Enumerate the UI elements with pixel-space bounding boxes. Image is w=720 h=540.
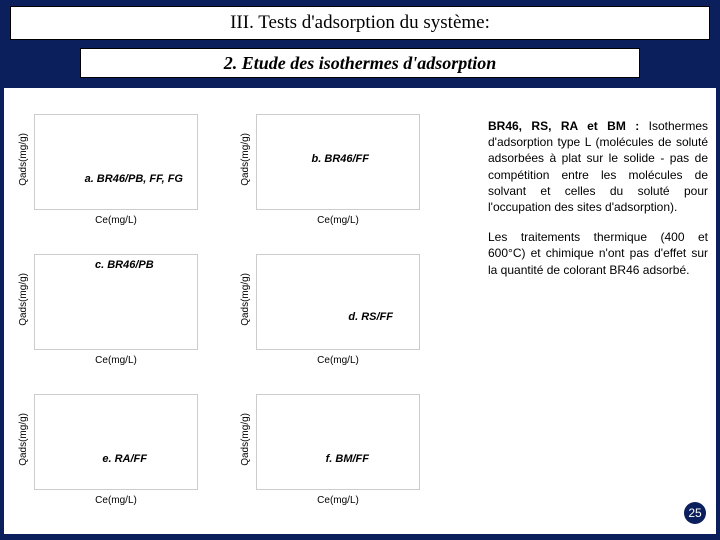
yaxis-label: Qads(mg/g)	[240, 273, 251, 326]
subtitle-text: 2. Etude des isothermes d'adsorption	[224, 53, 497, 74]
chart-c-xaxis: Ce(mg/L)	[34, 352, 198, 368]
chart-e-label: e. RA/FF	[102, 453, 147, 465]
xaxis-label: Ce(mg/L)	[317, 215, 359, 226]
chart-b-yaxis: Qads(mg/g)	[236, 108, 254, 210]
chart-a: Qads(mg/g) a. BR46/PB, FF, FG Ce(mg/L)	[12, 108, 202, 228]
xaxis-label: Ce(mg/L)	[95, 355, 137, 366]
chart-f-yaxis: Qads(mg/g)	[236, 388, 254, 490]
xaxis-label: Ce(mg/L)	[317, 355, 359, 366]
chart-a-xaxis: Ce(mg/L)	[34, 212, 198, 228]
commentary: BR46, RS, RA et BM : Isothermes d'adsorp…	[488, 118, 708, 292]
chart-b: Qads(mg/g) b. BR46/FF Ce(mg/L)	[234, 108, 424, 228]
yaxis-label: Qads(mg/g)	[18, 273, 29, 326]
chart-d-yaxis: Qads(mg/g)	[236, 248, 254, 350]
chart-e-plot: e. RA/FF	[34, 394, 198, 490]
commentary-p1: BR46, RS, RA et BM : Isothermes d'adsorp…	[488, 118, 708, 215]
chart-f-label: f. BM/FF	[326, 453, 369, 465]
commentary-p1-bold: BR46, RS, RA et BM :	[488, 119, 639, 133]
chart-c-label: c. BR46/PB	[95, 259, 154, 271]
chart-d: Qads(mg/g) d. RS/FF Ce(mg/L)	[234, 248, 424, 368]
chart-a-yaxis: Qads(mg/g)	[14, 108, 32, 210]
page-number-badge: 25	[684, 502, 706, 524]
xaxis-label: Ce(mg/L)	[95, 495, 137, 506]
xaxis-label: Ce(mg/L)	[317, 495, 359, 506]
chart-b-xaxis: Ce(mg/L)	[256, 212, 420, 228]
chart-e: Qads(mg/g) e. RA/FF Ce(mg/L)	[12, 388, 202, 508]
chart-b-plot: b. BR46/FF	[256, 114, 420, 210]
chart-b-label: b. BR46/FF	[312, 153, 369, 165]
content-area: Qads(mg/g) a. BR46/PB, FF, FG Ce(mg/L) Q…	[4, 88, 716, 534]
yaxis-label: Qads(mg/g)	[18, 413, 29, 466]
chart-f: Qads(mg/g) f. BM/FF Ce(mg/L)	[234, 388, 424, 508]
subtitle-box: 2. Etude des isothermes d'adsorption	[80, 48, 640, 78]
page-number: 25	[688, 506, 701, 520]
title-text: III. Tests d'adsorption du système:	[230, 12, 490, 34]
xaxis-label: Ce(mg/L)	[95, 215, 137, 226]
slide: III. Tests d'adsorption du système: 2. E…	[0, 0, 720, 540]
chart-c: Qads(mg/g) c. BR46/PB Ce(mg/L)	[12, 248, 202, 368]
chart-a-label: a. BR46/PB, FF, FG	[85, 173, 183, 185]
chart-d-label: d. RS/FF	[348, 311, 393, 323]
yaxis-label: Qads(mg/g)	[240, 413, 251, 466]
yaxis-label: Qads(mg/g)	[240, 133, 251, 186]
chart-e-xaxis: Ce(mg/L)	[34, 492, 198, 508]
yaxis-label: Qads(mg/g)	[18, 133, 29, 186]
chart-c-plot: c. BR46/PB	[34, 254, 198, 350]
commentary-p1-rest: Isothermes d'adsorption type L (molécule…	[488, 119, 708, 214]
chart-d-plot: d. RS/FF	[256, 254, 420, 350]
chart-c-yaxis: Qads(mg/g)	[14, 248, 32, 350]
commentary-p2: Les traitements thermique (400 et 600°C)…	[488, 229, 708, 278]
chart-e-yaxis: Qads(mg/g)	[14, 388, 32, 490]
chart-f-plot: f. BM/FF	[256, 394, 420, 490]
chart-a-plot: a. BR46/PB, FF, FG	[34, 114, 198, 210]
chart-d-xaxis: Ce(mg/L)	[256, 352, 420, 368]
title-box: III. Tests d'adsorption du système:	[10, 6, 710, 40]
chart-f-xaxis: Ce(mg/L)	[256, 492, 420, 508]
